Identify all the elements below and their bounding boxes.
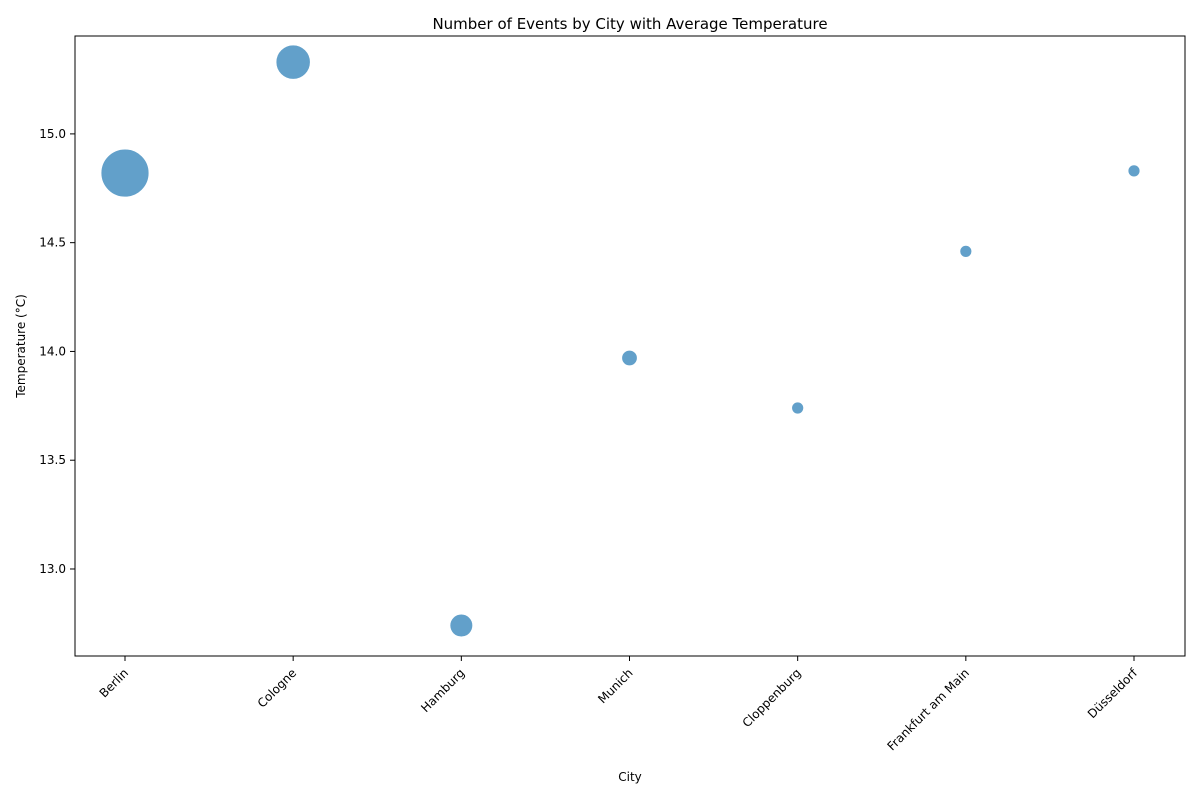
data-point-cologne: [275, 44, 311, 80]
y-axis-title: Temperature (°C): [14, 294, 28, 399]
x-tick-label: Düsseldorf: [1085, 665, 1141, 721]
x-tick-label: Cologne: [255, 666, 300, 711]
data-point-berlin: [100, 148, 150, 198]
y-tick-label: 13.5: [39, 453, 66, 467]
y-tick-label: 13.0: [39, 562, 66, 576]
x-axis-title: City: [618, 770, 642, 784]
x-tick-label: Berlin: [97, 666, 132, 701]
y-tick-label: 14.5: [39, 236, 66, 250]
chart-title: Number of Events by City with Average Te…: [432, 15, 827, 33]
data-point-frankfurt-am-main: [959, 244, 973, 258]
x-tick-label: Munich: [595, 666, 635, 706]
plot-area: 13.0 13.5 14.0 14.5 15.0 Berlin Cologne Hamburg…: [39, 35, 1186, 753]
x-tick-label: Frankfurt am Main: [885, 666, 972, 753]
data-point-d-sseldorf: [1127, 164, 1141, 178]
x-tick-label: Hamburg: [418, 666, 467, 715]
data-point-cloppenburg: [791, 401, 805, 415]
data-point-munich: [621, 349, 638, 367]
x-tick-label: Cloppenburg: [740, 666, 804, 730]
plot-frame: [74, 35, 1186, 657]
y-tick-label: 14.0: [39, 344, 66, 358]
y-tick-label: 15.0: [39, 127, 66, 141]
data-point-hamburg: [449, 613, 474, 638]
